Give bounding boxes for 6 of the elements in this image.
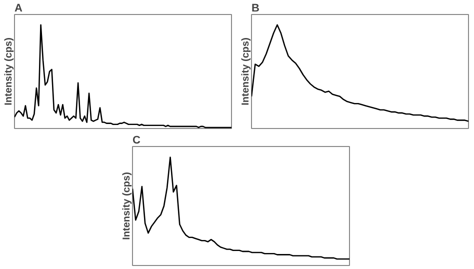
y-axis-title: Intensity (cps) (122, 172, 132, 240)
chart-title: B (252, 2, 260, 14)
y-axis-title: Intensity (cps) (240, 38, 252, 106)
y-axis-title: Intensity (cps) (4, 38, 14, 106)
chart-title: A (14, 2, 22, 14)
chart-title: C (132, 134, 140, 146)
